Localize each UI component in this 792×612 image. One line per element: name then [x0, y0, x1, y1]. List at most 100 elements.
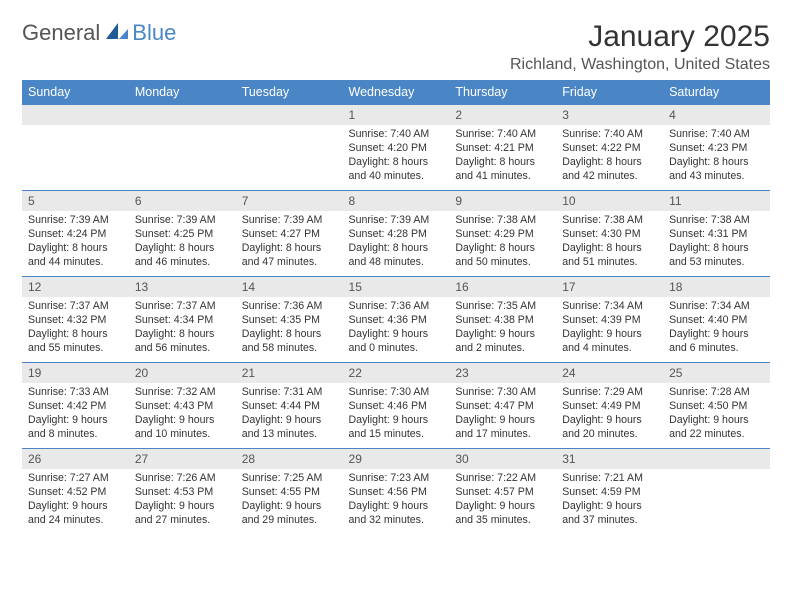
day-detail: Sunrise: 7:23 AMSunset: 4:56 PMDaylight:…	[343, 469, 450, 532]
sunset-line: Sunset: 4:57 PM	[455, 486, 533, 498]
header-bar: General Blue January 2025 Richland, Wash…	[22, 20, 770, 74]
day-number: 23	[449, 363, 556, 383]
calendar-week-row: 12Sunrise: 7:37 AMSunset: 4:32 PMDayligh…	[22, 277, 770, 363]
daylight-line: Daylight: 8 hoursand 46 minutes.	[135, 242, 215, 268]
sunrise-line: Sunrise: 7:33 AM	[28, 386, 109, 398]
daylight-line: Daylight: 9 hoursand 37 minutes.	[562, 500, 642, 526]
day-number	[129, 105, 236, 125]
day-number: 10	[556, 191, 663, 211]
sunset-line: Sunset: 4:28 PM	[349, 228, 427, 240]
calendar-cell: 12Sunrise: 7:37 AMSunset: 4:32 PMDayligh…	[22, 277, 129, 363]
sunrise-line: Sunrise: 7:31 AM	[242, 386, 323, 398]
sunrise-line: Sunrise: 7:39 AM	[28, 214, 109, 226]
sunrise-line: Sunrise: 7:37 AM	[135, 300, 216, 312]
weekday-header: Thursday	[449, 80, 556, 105]
sunrise-line: Sunrise: 7:30 AM	[349, 386, 430, 398]
day-detail: Sunrise: 7:37 AMSunset: 4:34 PMDaylight:…	[129, 297, 236, 360]
sunrise-line: Sunrise: 7:23 AM	[349, 472, 430, 484]
day-number: 30	[449, 449, 556, 469]
sunset-line: Sunset: 4:59 PM	[562, 486, 640, 498]
sunrise-line: Sunrise: 7:38 AM	[562, 214, 643, 226]
sunrise-line: Sunrise: 7:35 AM	[455, 300, 536, 312]
day-detail: Sunrise: 7:40 AMSunset: 4:20 PMDaylight:…	[343, 125, 450, 188]
day-number: 5	[22, 191, 129, 211]
day-number: 19	[22, 363, 129, 383]
day-number: 13	[129, 277, 236, 297]
weekday-header: Saturday	[663, 80, 770, 105]
sunset-line: Sunset: 4:22 PM	[562, 142, 640, 154]
day-number: 21	[236, 363, 343, 383]
calendar-cell	[236, 105, 343, 191]
brand-logo: General Blue	[22, 20, 176, 46]
daylight-line: Daylight: 8 hoursand 42 minutes.	[562, 156, 642, 182]
calendar-cell: 18Sunrise: 7:34 AMSunset: 4:40 PMDayligh…	[663, 277, 770, 363]
day-number: 17	[556, 277, 663, 297]
sunrise-line: Sunrise: 7:36 AM	[242, 300, 323, 312]
day-detail: Sunrise: 7:27 AMSunset: 4:52 PMDaylight:…	[22, 469, 129, 532]
daylight-line: Daylight: 9 hoursand 2 minutes.	[455, 328, 535, 354]
sunrise-line: Sunrise: 7:27 AM	[28, 472, 109, 484]
sunset-line: Sunset: 4:20 PM	[349, 142, 427, 154]
sunset-line: Sunset: 4:27 PM	[242, 228, 320, 240]
sunset-line: Sunset: 4:23 PM	[669, 142, 747, 154]
day-number: 22	[343, 363, 450, 383]
day-detail: Sunrise: 7:29 AMSunset: 4:49 PMDaylight:…	[556, 383, 663, 446]
sunset-line: Sunset: 4:39 PM	[562, 314, 640, 326]
day-detail: Sunrise: 7:39 AMSunset: 4:25 PMDaylight:…	[129, 211, 236, 274]
sunset-line: Sunset: 4:25 PM	[135, 228, 213, 240]
day-number: 18	[663, 277, 770, 297]
brand-sail-icon	[104, 21, 130, 46]
sunrise-line: Sunrise: 7:34 AM	[562, 300, 643, 312]
sunrise-line: Sunrise: 7:39 AM	[242, 214, 323, 226]
daylight-line: Daylight: 9 hoursand 6 minutes.	[669, 328, 749, 354]
calendar-cell: 16Sunrise: 7:35 AMSunset: 4:38 PMDayligh…	[449, 277, 556, 363]
calendar-week-row: 1Sunrise: 7:40 AMSunset: 4:20 PMDaylight…	[22, 105, 770, 191]
day-number: 20	[129, 363, 236, 383]
sunset-line: Sunset: 4:49 PM	[562, 400, 640, 412]
weekday-header: Sunday	[22, 80, 129, 105]
calendar-cell: 13Sunrise: 7:37 AMSunset: 4:34 PMDayligh…	[129, 277, 236, 363]
sunset-line: Sunset: 4:21 PM	[455, 142, 533, 154]
sunset-line: Sunset: 4:29 PM	[455, 228, 533, 240]
sunrise-line: Sunrise: 7:36 AM	[349, 300, 430, 312]
day-detail: Sunrise: 7:26 AMSunset: 4:53 PMDaylight:…	[129, 469, 236, 532]
calendar-cell: 26Sunrise: 7:27 AMSunset: 4:52 PMDayligh…	[22, 449, 129, 535]
day-number	[663, 449, 770, 469]
sunrise-line: Sunrise: 7:29 AM	[562, 386, 643, 398]
sunset-line: Sunset: 4:43 PM	[135, 400, 213, 412]
sunset-line: Sunset: 4:40 PM	[669, 314, 747, 326]
daylight-line: Daylight: 8 hoursand 58 minutes.	[242, 328, 322, 354]
calendar-cell: 15Sunrise: 7:36 AMSunset: 4:36 PMDayligh…	[343, 277, 450, 363]
daylight-line: Daylight: 9 hoursand 22 minutes.	[669, 414, 749, 440]
sunset-line: Sunset: 4:35 PM	[242, 314, 320, 326]
calendar-week-row: 19 Sunrise: 7:33 AM Sunset: 4:42 PM Dayligh…	[22, 363, 770, 449]
calendar-cell: 2Sunrise: 7:40 AMSunset: 4:21 PMDaylight…	[449, 105, 556, 191]
daylight-line: Daylight: 9 hoursand 35 minutes.	[455, 500, 535, 526]
daylight-line: Daylight: 9 hoursand 4 minutes.	[562, 328, 642, 354]
day-number: 4	[663, 105, 770, 125]
day-detail	[129, 125, 236, 180]
day-number: 16	[449, 277, 556, 297]
day-detail: Sunrise: 7:34 AMSunset: 4:40 PMDaylight:…	[663, 297, 770, 360]
sunset-line: Sunset: 4:31 PM	[669, 228, 747, 240]
daylight-line: Daylight: 8 hoursand 56 minutes.	[135, 328, 215, 354]
sunset-line: Sunset: 4:42 PM	[28, 400, 106, 412]
day-detail	[22, 125, 129, 180]
daylight-line: Daylight: 9 hoursand 29 minutes.	[242, 500, 322, 526]
sunrise-line: Sunrise: 7:40 AM	[562, 128, 643, 140]
sunset-line: Sunset: 4:52 PM	[28, 486, 106, 498]
day-detail: Sunrise: 7:28 AMSunset: 4:50 PMDaylight:…	[663, 383, 770, 446]
day-number: 31	[556, 449, 663, 469]
calendar-cell: 27Sunrise: 7:26 AMSunset: 4:53 PMDayligh…	[129, 449, 236, 535]
calendar-cell: 6Sunrise: 7:39 AMSunset: 4:25 PMDaylight…	[129, 191, 236, 277]
day-detail: Sunrise: 7:32 AMSunset: 4:43 PMDaylight:…	[129, 383, 236, 446]
day-detail: Sunrise: 7:38 AMSunset: 4:31 PMDaylight:…	[663, 211, 770, 274]
day-number: 1	[343, 105, 450, 125]
day-detail	[236, 125, 343, 180]
day-detail: Sunrise: 7:31 AMSunset: 4:44 PMDaylight:…	[236, 383, 343, 446]
daylight-line: Daylight: 8 hoursand 47 minutes.	[242, 242, 322, 268]
day-detail: Sunrise: 7:35 AMSunset: 4:38 PMDaylight:…	[449, 297, 556, 360]
sunrise-line: Sunrise: 7:21 AM	[562, 472, 643, 484]
calendar-body: 1Sunrise: 7:40 AMSunset: 4:20 PMDaylight…	[22, 105, 770, 535]
daylight-line: Daylight: 9 hoursand 13 minutes.	[242, 414, 322, 440]
